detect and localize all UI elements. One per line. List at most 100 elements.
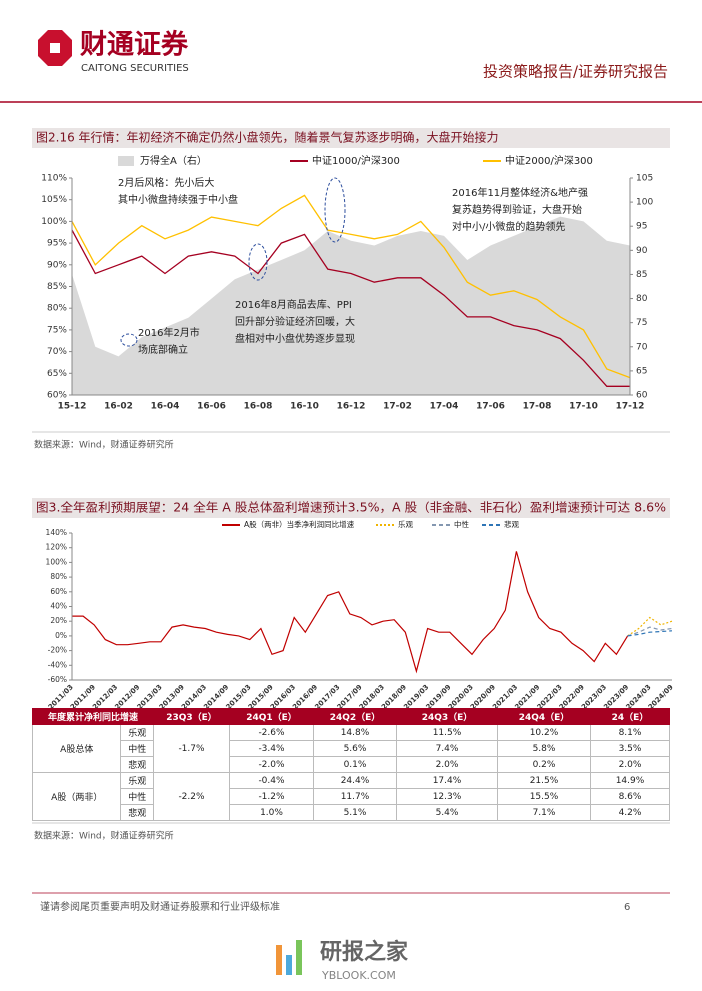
table-row: A股（两非） 乐观 -2.2% -0.4% 24.4% 17.4% 21.5% 14.9%	[31, 772, 670, 821]
y-tick-label: 40%	[50, 602, 67, 611]
table-cell: 5.8%	[497, 740, 591, 757]
table-row: A股总体 乐观 -1.7% -2.6% 14.8% 11.5% 10.2% 8.1%	[31, 724, 670, 773]
logo-hole	[50, 43, 60, 53]
y2-tick-label: 100	[636, 198, 653, 208]
x-tick-label: 17-12	[616, 402, 645, 412]
y-tick-label: 95%	[47, 239, 67, 249]
area-series	[72, 216, 630, 395]
table-cell: 2.0%	[396, 756, 498, 773]
y2-tick-label: 70	[636, 342, 648, 352]
table-cell: 11.5%	[396, 724, 498, 741]
table-cell: 14.8%	[313, 724, 397, 741]
y-tick-label: 120%	[46, 543, 67, 552]
figure-title-band	[32, 128, 670, 148]
table-cell: 15.5%	[497, 788, 591, 805]
disclaimer: 谨请参阅尾页重要声明及财通证券股票和行业评级标准	[40, 900, 280, 913]
legend-label: 乐观	[398, 519, 413, 529]
legend-swatch	[118, 156, 134, 166]
line-series	[627, 626, 673, 637]
watermark-name: 研报之家	[320, 939, 409, 965]
table-cell: 23Q3（E）	[153, 708, 230, 725]
table-cell: 24Q3（E）	[396, 708, 498, 725]
line-series	[71, 194, 631, 379]
annotation: 其中小微盘持续强于中小盘	[118, 193, 238, 206]
y-tick-label: 85%	[47, 282, 67, 292]
table-row: 悲观 -2.0% 0.1% 2.0% 0.2% 2.0%	[33, 756, 670, 773]
y-tick-label: 110%	[41, 174, 67, 184]
y-tick-label: 80%	[50, 572, 67, 581]
table-cell: A股总体	[31, 724, 122, 773]
logo	[38, 30, 72, 66]
y-tick-label: 75%	[47, 325, 67, 335]
company-name: 财通证券	[80, 29, 189, 61]
table-cell: 8.1%	[590, 724, 670, 741]
x-tick-label: 16-04	[151, 402, 180, 412]
table-cell: 8.6%	[590, 788, 670, 805]
source-note: 数据来源：Wind，财通证券研究所	[34, 439, 174, 451]
table-cell: -2.0%	[229, 756, 314, 773]
table-cell: -2.2%	[153, 772, 230, 821]
source-note: 数据来源：Wind，财通证券研究所	[34, 830, 174, 842]
y2-tick-label: 80	[636, 294, 648, 304]
y2-tick-label: 65	[636, 366, 647, 376]
table-row: 中性 -1.2% 11.7% 12.3% 15.5% 8.6%	[33, 788, 670, 805]
table-cell: 乐观	[120, 724, 154, 741]
y-tick-label: -40%	[48, 660, 67, 669]
y2-tick-label: 85	[636, 270, 647, 280]
y-tick-label: 0%	[55, 631, 67, 640]
x-tick-label: 16-06	[197, 402, 226, 412]
table-cell: 11.7%	[313, 788, 397, 805]
table-cell: -1.7%	[153, 724, 230, 773]
line-series	[71, 229, 630, 387]
table-cell: 7.4%	[396, 740, 498, 757]
table-cell: -1.2%	[229, 788, 314, 805]
table-row: 中性 -3.4% 5.6% 7.4% 5.8% 3.5%	[33, 740, 670, 757]
y-tick-label: 80%	[47, 304, 67, 314]
annotation: 2016年11月整体经济&地产强	[452, 186, 588, 199]
table-cell: A股（两非）	[31, 772, 122, 821]
table-cell: 5.1%	[313, 804, 397, 821]
legend-label: A股（两非）当季净利润同比增速	[244, 519, 355, 529]
figure-title-band	[32, 498, 670, 518]
table-cell: 中性	[120, 788, 154, 805]
table-cell: 年度累计净利同比增速	[32, 708, 154, 725]
data-table: 年度累计净利同比增速 23Q3（E） 24Q1（E） 24Q2（E） 24Q3（E） 24…	[31, 708, 670, 821]
y2-tick-label: 90	[636, 246, 648, 256]
x-tick-label: 16-08	[244, 402, 273, 412]
annotation: 2月后风格：先小后大	[118, 176, 214, 189]
report-type: 投资策略报告/证券研究报告	[483, 63, 668, 81]
y2-tick-label: 60	[636, 391, 648, 401]
y-tick-label: 100%	[41, 217, 67, 227]
table-cell: -2.6%	[229, 724, 314, 741]
y2-tick-label: 95	[636, 222, 647, 232]
annotation: 2016年2月市	[138, 326, 200, 339]
table-cell: 1.0%	[229, 804, 314, 821]
table-cell: 中性	[120, 740, 154, 757]
table-row: 悲观 1.0% 5.1% 5.4% 7.1% 4.2%	[33, 804, 670, 821]
table-cell: 14.9%	[590, 772, 670, 789]
annotation: 2016年8月商品去库、PPI	[235, 298, 352, 311]
y-tick-label: 105%	[41, 195, 67, 205]
watermark-icon	[276, 945, 282, 975]
highlight-ellipse	[324, 177, 346, 243]
line-series	[627, 630, 673, 637]
highlight-ellipse	[248, 243, 268, 281]
table-cell: 12.3%	[396, 788, 498, 805]
annotation: 复苏趋势得到验证，大盘开始	[452, 203, 582, 216]
table-cell: 24Q4（E）	[497, 708, 591, 725]
table-cell: 24.4%	[313, 772, 397, 789]
table-cell: 24Q2（E）	[313, 708, 397, 725]
table-cell: 24（E）	[590, 708, 670, 725]
table-cell: 24Q1（E）	[229, 708, 314, 725]
x-tick-label: 17-02	[383, 402, 412, 412]
watermark-icon	[286, 955, 292, 975]
line-series	[72, 551, 629, 674]
x-tick-label: 17-08	[523, 402, 552, 412]
table-cell: 2.0%	[590, 756, 670, 773]
table-cell: 3.5%	[590, 740, 670, 757]
y-tick-label: 60%	[47, 391, 67, 401]
chart: -60%-40%-20%0%20%40%60%80%100%120%140%20…	[46, 519, 675, 711]
chart: 60% 65% 70% 75% 80% 85% 90% 95% 100% 105% 110% 60 65…	[41, 154, 653, 412]
